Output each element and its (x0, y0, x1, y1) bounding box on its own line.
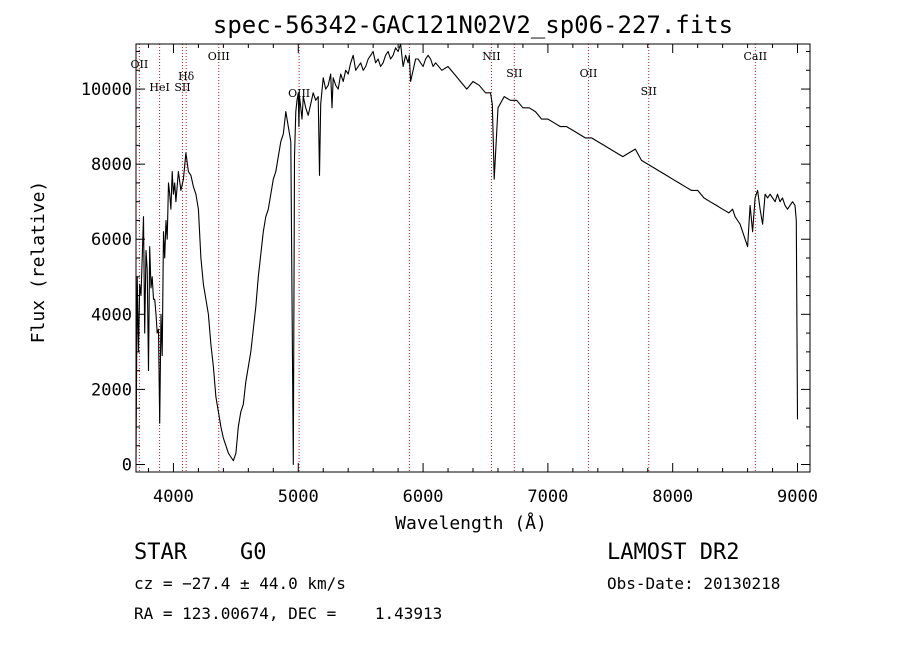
observation-date: Obs-Date: 20130218 (607, 574, 781, 593)
spectrum-series (135, 43, 799, 466)
x-axis-label: Wavelength (Å) (395, 512, 547, 534)
spectral-line-label: NII (482, 50, 500, 63)
spectral-line-label: SII (506, 67, 522, 80)
object-class: STAR (134, 540, 187, 565)
spectral-line-label: SII (174, 81, 190, 94)
y-tick-label: 0 (122, 455, 132, 475)
plot-frame (135, 43, 811, 473)
spectral-line-label: Hδ (178, 70, 195, 83)
spectral-line-label: OIII (288, 87, 310, 100)
x-tick-label: 6000 (403, 487, 444, 507)
y-tick-label: 2000 (91, 380, 132, 400)
redshift-cz: cz = −27.4 ± 44.0 km/s (134, 574, 346, 593)
y-tick-label: 8000 (91, 155, 132, 175)
axis-ticks: 4000 5000 6000 7000 8000 9000 0 2000 4000 6000 800… (81, 44, 818, 507)
spectrum-line (135, 43, 799, 466)
spectral-line-label: OIII (208, 50, 230, 63)
y-axis-label: Flux (relative) (28, 181, 49, 344)
spectral-line-label: OII (580, 67, 598, 80)
coordinates: RA = 123.00674, DEC = 1.43913 (134, 604, 443, 623)
chart-title: spec-56342-GAC121N02V2_sp06-227.fits (213, 11, 733, 39)
spectral-line-label: CaII (743, 50, 767, 63)
object-subclass: G0 (240, 540, 267, 565)
x-tick-label: 8000 (652, 487, 693, 507)
y-tick-label: 6000 (91, 230, 132, 250)
survey-name: LAMOST DR2 (607, 540, 740, 565)
x-tick-label: 7000 (527, 487, 568, 507)
spectral-line-markers (138, 44, 756, 472)
y-tick-label: 10000 (81, 80, 132, 100)
x-tick-label: 4000 (153, 487, 194, 507)
x-tick-label: 9000 (777, 487, 818, 507)
y-tick-label: 4000 (91, 305, 132, 325)
spectral-line-label: SII (641, 85, 657, 98)
spectral-line-label: HeI (149, 81, 169, 94)
x-tick-label: 5000 (278, 487, 319, 507)
spectral-line-label: OII (131, 58, 149, 71)
